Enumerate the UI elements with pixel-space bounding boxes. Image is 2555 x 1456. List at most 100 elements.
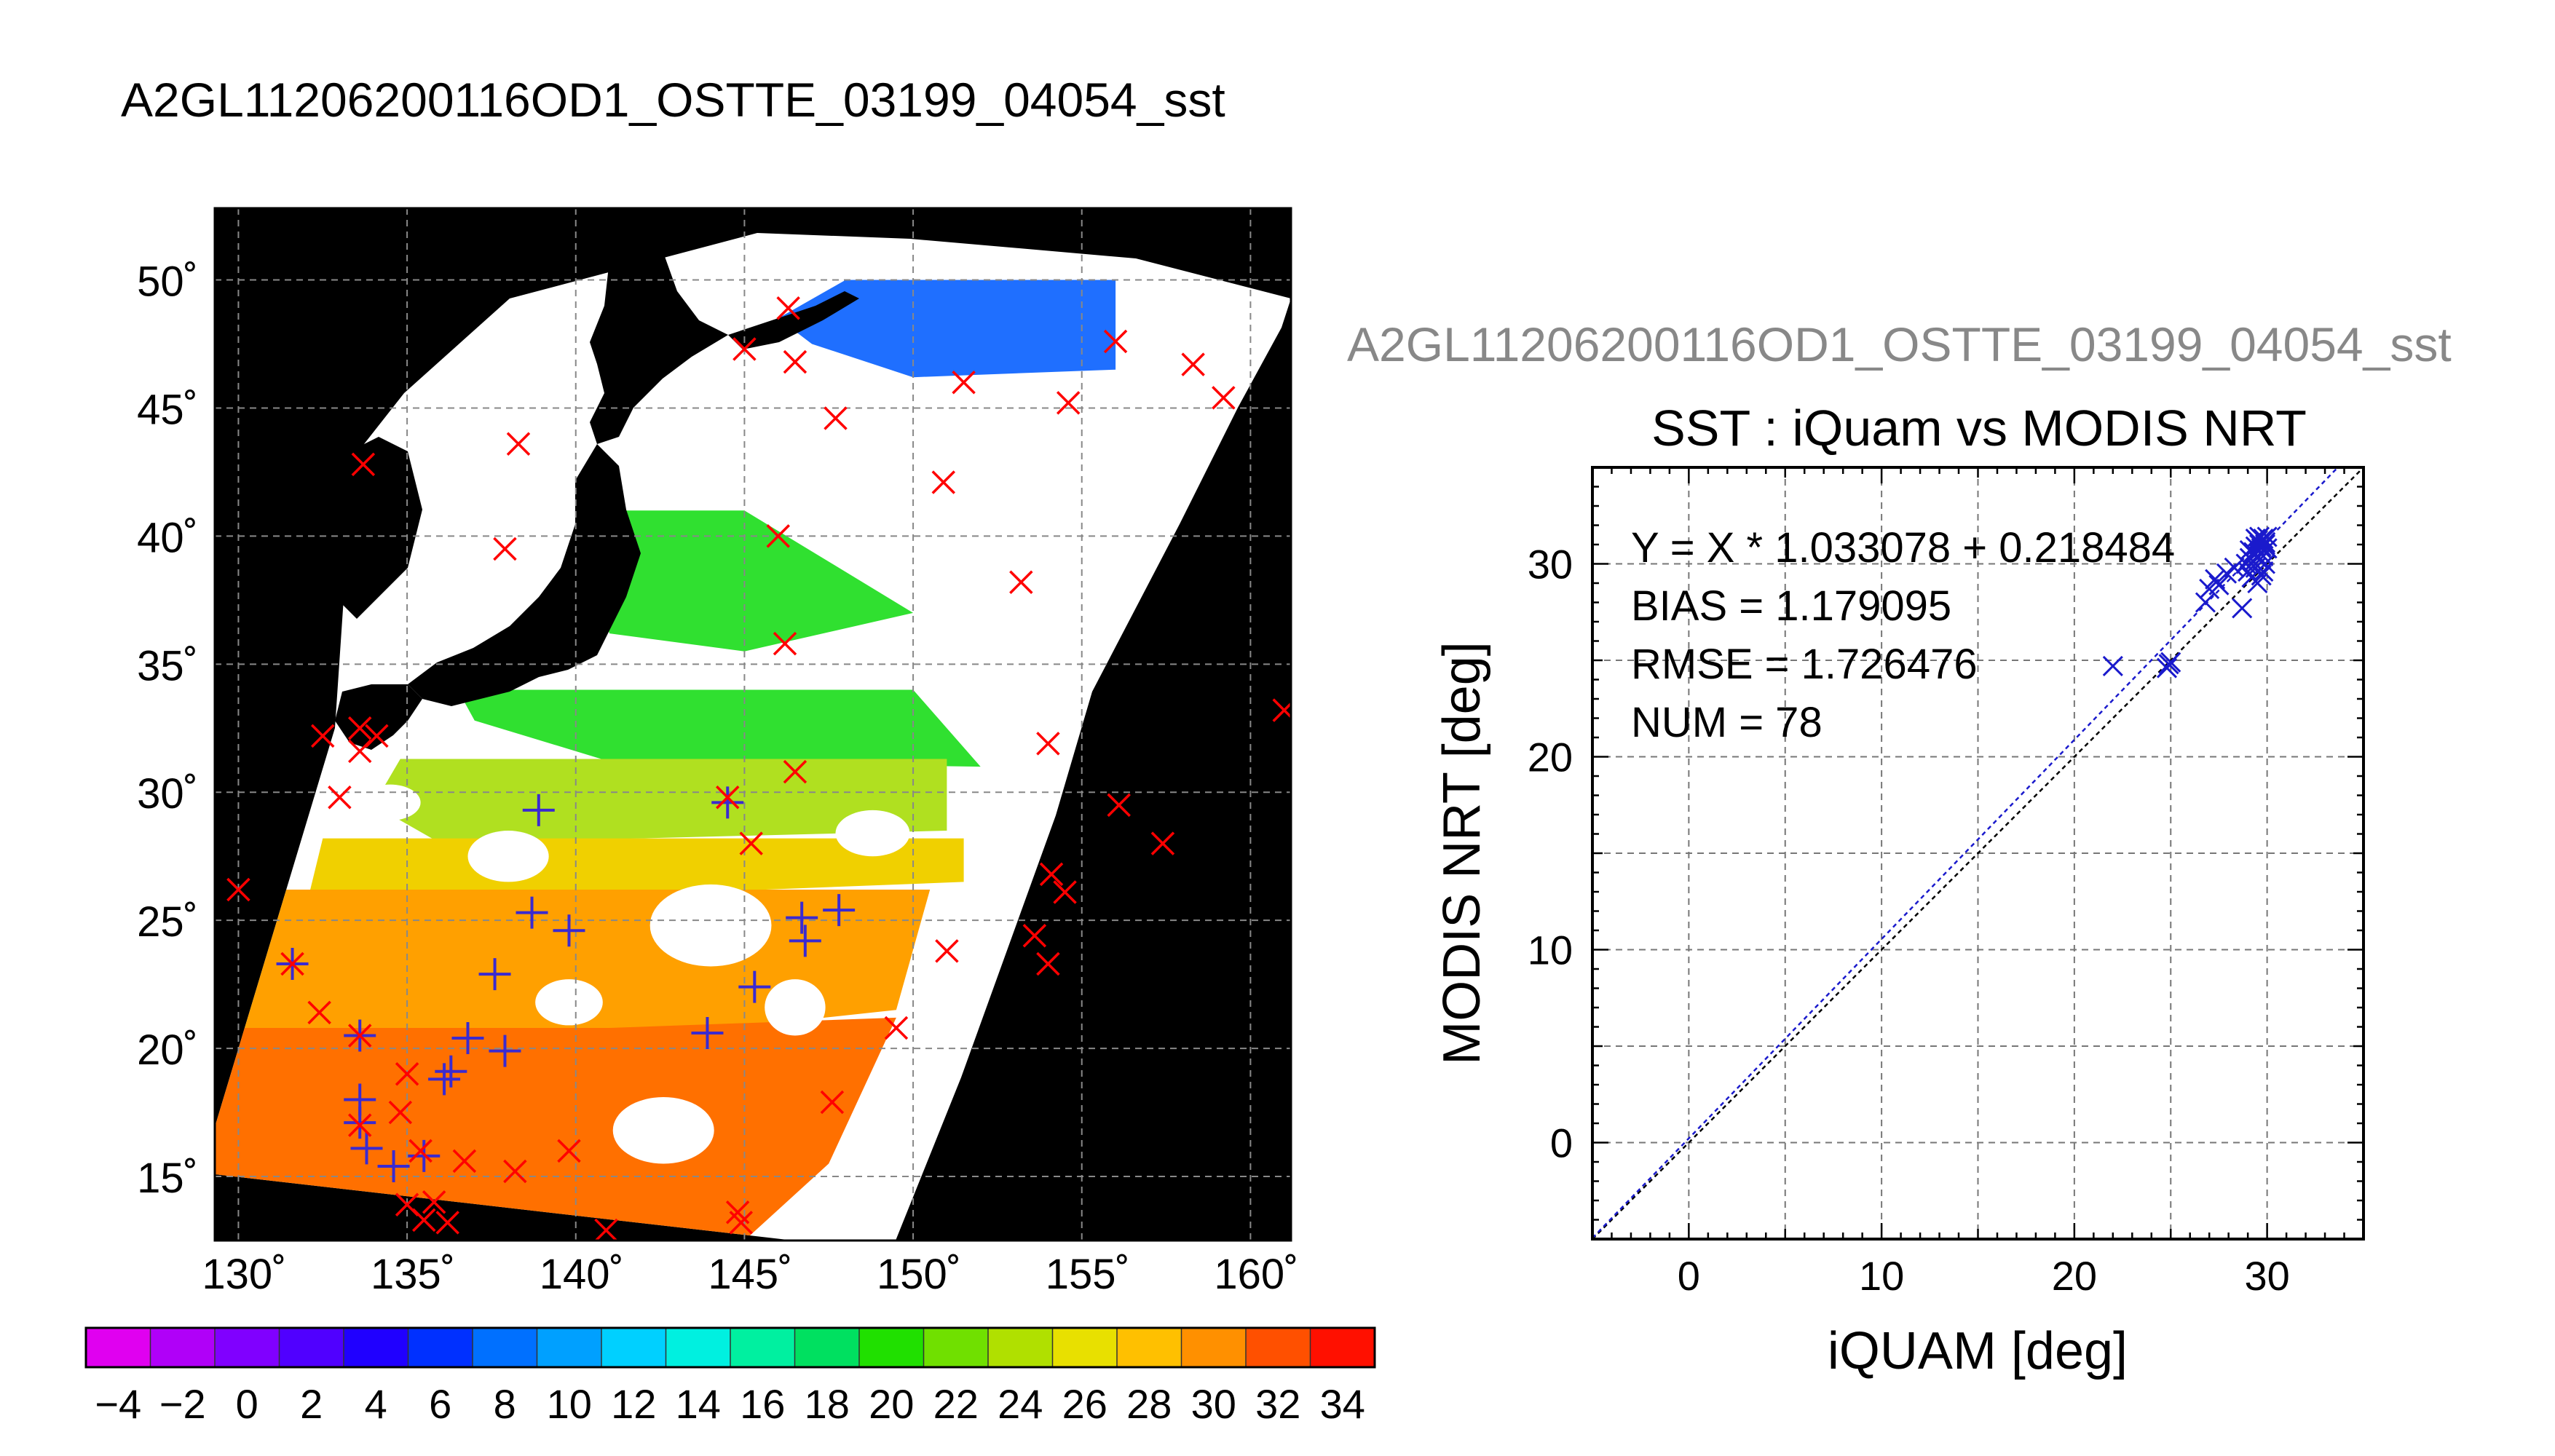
scatter-x-axis-label: iQUAM [deg]	[1828, 1322, 2128, 1380]
scatter-frame	[1591, 466, 2365, 1241]
colorbar-segment	[279, 1328, 344, 1367]
colorbar-label: 4	[365, 1381, 387, 1427]
colorbar-label: 10	[547, 1381, 592, 1427]
iquam-marker	[1150, 831, 1175, 855]
iquam-marker	[1107, 793, 1131, 818]
land-honshu	[408, 444, 641, 706]
iquam-marker	[506, 432, 531, 456]
colorbar-label: 16	[740, 1381, 785, 1427]
sst-band	[778, 280, 1116, 378]
iquam-marker	[716, 786, 740, 810]
scatter-y-tick-label: 20	[1528, 735, 1573, 780]
map-lon-label: 130˚	[202, 1251, 286, 1298]
scatter-stat-line: NUM = 78	[1631, 699, 1823, 746]
one-to-one-line	[1592, 467, 2364, 1239]
iquam-marker	[594, 1218, 618, 1241]
iquam-marker	[931, 470, 956, 494]
matched-marker	[428, 1063, 461, 1096]
cloud-patch	[467, 831, 549, 882]
iquam-markers	[226, 296, 1291, 1241]
iquam-marker	[395, 1062, 419, 1086]
scatter-subtitle: A2GL11206200116OD1_OSTTE_03199_04054_sst	[1347, 317, 2452, 371]
colorbar-label: 20	[869, 1381, 914, 1427]
iquam-marker	[493, 537, 517, 561]
scatter-stat-line: RMSE = 1.726476	[1631, 641, 1978, 688]
cloud-patch	[649, 884, 772, 967]
map-lat-label: 50˚	[137, 258, 198, 306]
iquam-marker	[351, 452, 376, 477]
scatter-x-tick-label: 10	[1859, 1253, 1904, 1299]
iquam-marker	[557, 1139, 581, 1163]
cloud-patch	[535, 979, 603, 1026]
iquam-marker	[1036, 732, 1060, 756]
colorbar-label: 28	[1126, 1381, 1172, 1427]
colorbar-segment	[988, 1328, 1053, 1367]
colorbar	[84, 1326, 1376, 1369]
colorbar-label: 18	[805, 1381, 850, 1427]
map-lat-label: 30˚	[137, 770, 198, 818]
cloud-patch	[765, 979, 826, 1036]
iquam-marker	[1103, 329, 1128, 354]
iquam-marker	[1181, 352, 1205, 376]
iquam-marker	[328, 786, 352, 810]
iquam-marker	[820, 1090, 845, 1115]
land-korea	[335, 437, 422, 619]
iquam-marker	[408, 1139, 433, 1163]
scatter-x-tick-labels: 0 10 20 30	[1678, 1253, 2290, 1299]
iquam-marker	[347, 1113, 372, 1137]
iquam-marker	[280, 951, 304, 976]
colorbar-segment	[1246, 1328, 1311, 1367]
scatter-y-tick-label: 10	[1528, 927, 1573, 973]
matched-marker	[553, 914, 585, 947]
colorbar-label: 26	[1062, 1381, 1107, 1427]
colorbar-label: 0	[236, 1381, 258, 1427]
colorbar-label: 14	[676, 1381, 721, 1427]
scatter-point	[2251, 565, 2272, 586]
matched-marker	[350, 1132, 383, 1165]
cloud-patch	[835, 810, 910, 857]
map-lon-labels: 130˚ 135˚ 140˚ 145˚ 150˚ 155˚ 160˚	[202, 1251, 1298, 1298]
colorbar-segment	[1052, 1328, 1118, 1367]
scatter-stat-line: Y = X * 1.033078 + 0.218484	[1631, 524, 2175, 571]
colorbar-segment	[344, 1328, 408, 1367]
scatter-title: SST : iQuam vs MODIS NRT	[1651, 400, 2307, 456]
map-lon-label: 135˚	[371, 1251, 455, 1298]
scatter-x-tick-label: 30	[2244, 1253, 2289, 1299]
scatter-reference-lines	[1592, 467, 2364, 1239]
scatter-point	[2158, 654, 2179, 675]
iquam-marker	[311, 724, 335, 748]
iquam-marker	[1036, 951, 1060, 976]
colorbar-segment	[1117, 1328, 1182, 1367]
iquam-marker	[347, 739, 372, 764]
matched-marker	[786, 901, 818, 934]
scatter-gridlines	[1592, 467, 2364, 1239]
matched-marker	[738, 970, 771, 1003]
map-lon-label: 155˚	[1046, 1251, 1130, 1298]
map-gridlines	[215, 208, 1291, 1241]
colorbar-segment	[1310, 1328, 1375, 1367]
colorbar-segment	[859, 1328, 924, 1367]
colorbar-segment	[1181, 1328, 1247, 1367]
iquam-marker	[1053, 880, 1077, 904]
colorbar-segment	[473, 1328, 537, 1367]
matched-marker	[489, 1034, 521, 1067]
map-lat-label: 35˚	[137, 642, 198, 689]
colorbar-segment	[666, 1328, 731, 1367]
matched-marker	[823, 894, 856, 927]
iquam-marker	[783, 349, 807, 374]
colorbar-segment	[86, 1328, 151, 1367]
scatter-y-tick-label: 30	[1528, 542, 1573, 587]
colorbar-label: 34	[1320, 1381, 1365, 1427]
colorbar-segment	[923, 1328, 989, 1367]
colorbar-label: 8	[494, 1381, 516, 1427]
map-lon-label: 145˚	[708, 1251, 792, 1298]
matched-marker	[522, 794, 555, 826]
iquam-marker	[388, 1100, 413, 1125]
matched-markers	[276, 786, 856, 1182]
iquam-marker	[732, 337, 757, 361]
regression-line	[1592, 467, 2339, 1239]
land-kyushu	[335, 684, 422, 750]
scatter-y-axis-label: MODIS NRT [deg]	[1433, 641, 1491, 1065]
map-lon-label: 140˚	[540, 1251, 624, 1298]
scatter-stat-line: BIAS = 1.179095	[1631, 582, 1951, 630]
